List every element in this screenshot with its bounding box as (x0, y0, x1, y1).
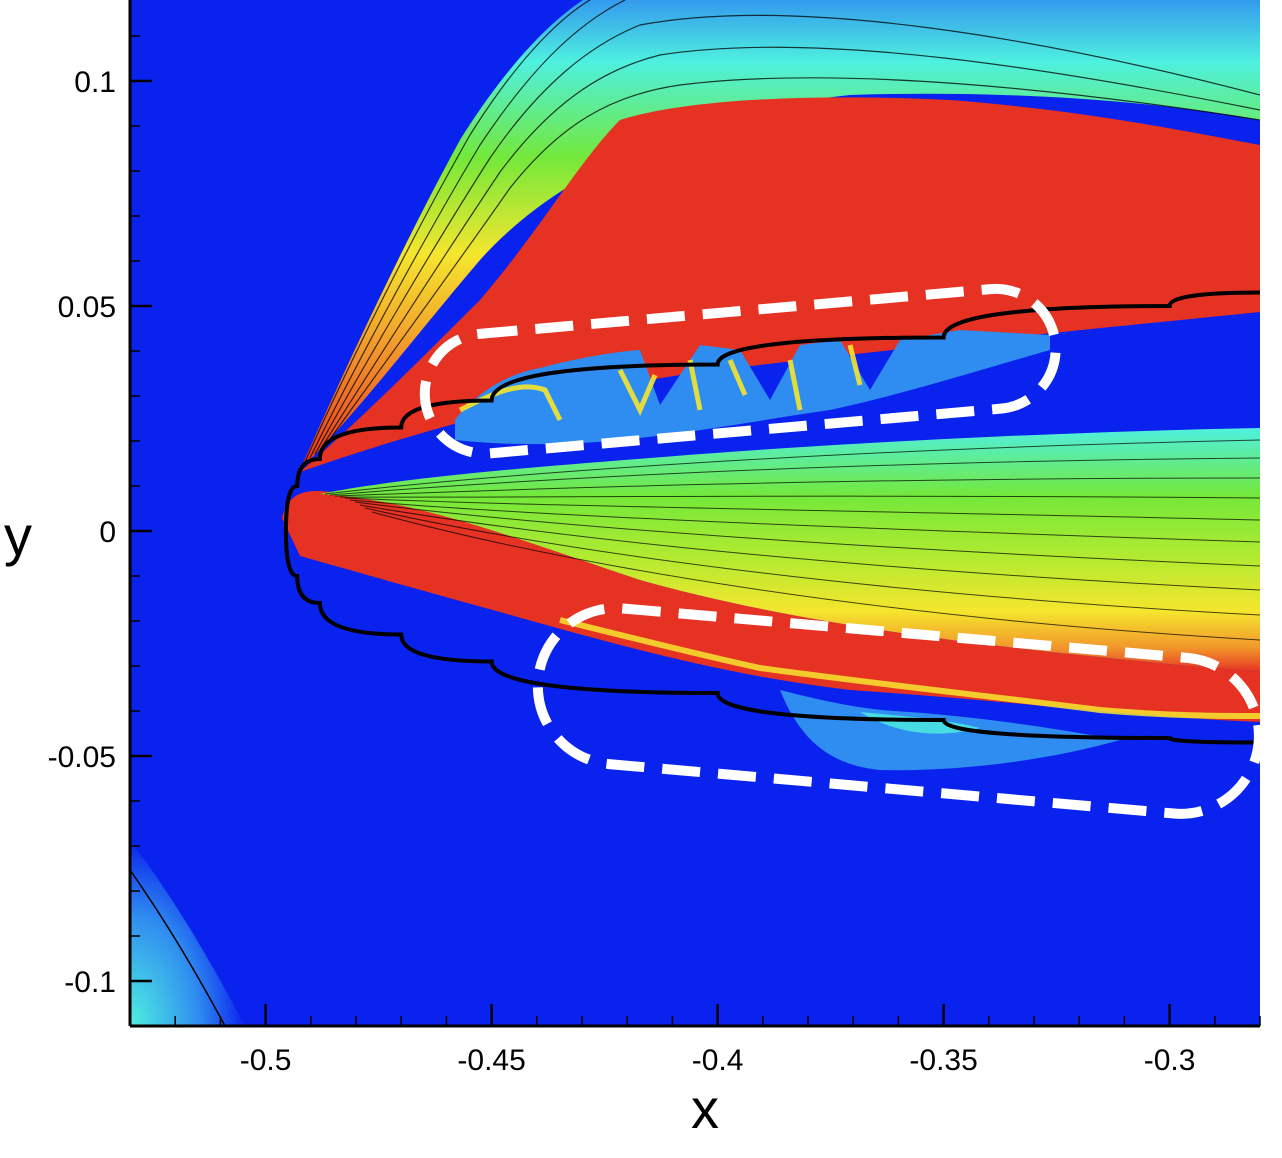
y-tick-label: 0.1 (74, 66, 116, 99)
lower-shear-fringe (559, 617, 1260, 719)
upper-pocket-contours (458, 344, 863, 422)
y-tick-label: 0 (99, 516, 116, 549)
x-axis-ticks: -0.5 -0.45 -0.4 -0.35 -0.3 (129, 1004, 1261, 1077)
x-tick-label: -0.5 (240, 1044, 292, 1077)
y-tick-label: -0.05 (48, 741, 116, 774)
y-axis-label: y (4, 504, 32, 567)
y-tick-label: -0.1 (64, 966, 116, 999)
lower-pocket-inner (860, 712, 980, 734)
upper-shear-layer (300, 0, 1260, 470)
plot-area (130, 0, 1260, 1026)
x-tick-label: -0.35 (909, 1044, 977, 1077)
lower-highlight-region (532, 603, 1264, 819)
upper-shear-contours (304, 0, 1260, 463)
y-axis-ticks: 0.1 0.05 0 -0.05 -0.1 (48, 35, 152, 1027)
upper-highlight-region (419, 283, 1061, 459)
x-tick-label: -0.3 (1144, 1044, 1196, 1077)
x-tick-label: -0.4 (692, 1044, 744, 1077)
upper-separation-pocket (455, 330, 1050, 445)
corner-shock-line (130, 869, 226, 1026)
body-lower-surface (283, 530, 1260, 745)
corner-shock-region (130, 840, 245, 1026)
x-axis-label: x (691, 1077, 719, 1140)
x-tick-label: -0.45 (457, 1044, 525, 1077)
y-tick-label: 0.05 (58, 291, 116, 324)
wake-contours (324, 439, 1260, 641)
